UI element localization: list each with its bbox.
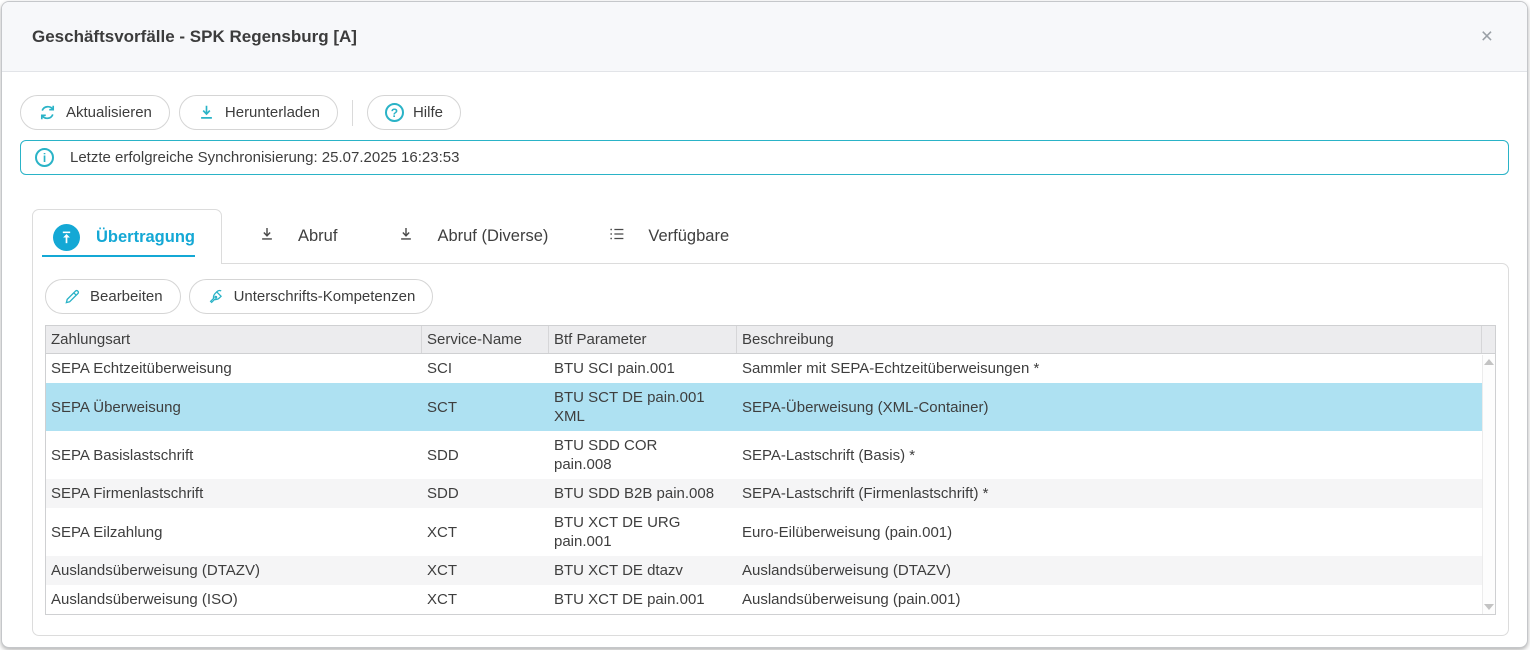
upload-circle-icon — [53, 223, 80, 251]
refresh-icon — [38, 103, 57, 122]
cell-zahlungsart: Auslandsüberweisung (DTAZV) — [51, 562, 260, 579]
cell-zahlungsart: SEPA Firmenlastschrift — [51, 485, 204, 502]
tab-abruf-diverse[interactable]: Abruf (Diverse) — [397, 225, 548, 248]
cell-beschreibung: SEPA-Lastschrift (Firmenlastschrift) * — [742, 485, 989, 502]
cell-zahlungsart: SEPA Eilzahlung — [51, 523, 163, 541]
signature-competences-button-label: Unterschrifts-Kompetenzen — [233, 288, 416, 305]
download-button-label: Herunterladen — [224, 104, 320, 121]
tab-uebertragung[interactable]: Übertragung — [32, 209, 222, 264]
signature-icon — [207, 288, 225, 306]
cell-service: XCT — [427, 523, 457, 541]
list-icon — [608, 225, 626, 248]
table-scrollbar[interactable] — [1482, 355, 1495, 614]
table-row[interactable]: SEPA Echtzeitüberweisung SCI BTU SCI pain.… — [46, 354, 1495, 383]
cell-zahlungsart: Auslandsüberweisung (ISO) — [51, 591, 238, 608]
table-row[interactable]: SEPA Eilzahlung XCT BTU XCT DE URG pain.00… — [46, 508, 1495, 556]
tab-abruf-label: Abruf — [298, 227, 338, 245]
cell-beschreibung: Auslandsüberweisung (DTAZV) — [742, 562, 951, 579]
edit-icon — [63, 288, 81, 306]
tab-abruf[interactable]: Abruf — [258, 225, 337, 248]
dialog-content: Aktualisieren Herunterladen ? Hilfe i Le… — [2, 72, 1527, 636]
table-row[interactable]: Auslandsüberweisung (ISO) XCT BTU XCT DE p… — [46, 585, 1495, 614]
signature-competences-button[interactable]: Unterschrifts-Kompetenzen — [188, 279, 434, 314]
cell-btf: BTU XCT DE URG pain.001 — [554, 514, 681, 550]
column-header-btf-parameter[interactable]: Btf Parameter — [549, 326, 737, 353]
cell-service: SCT — [427, 398, 457, 416]
cell-zahlungsart: SEPA Überweisung — [51, 398, 181, 416]
table-row[interactable]: SEPA Basislastschrift SDD BTU SDD COR pain… — [46, 431, 1495, 479]
titlebar: Geschäftsvorfälle - SPK Regensburg [A] × — [2, 2, 1527, 72]
cell-beschreibung: SEPA-Überweisung (XML-Container) — [742, 398, 989, 416]
cell-btf: BTU XCT DE pain.001 — [554, 591, 705, 608]
scroll-down-icon[interactable] — [1484, 604, 1494, 610]
info-icon: i — [35, 148, 54, 167]
cell-beschreibung: Sammler mit SEPA-Echtzeitüberweisungen * — [742, 360, 1040, 377]
cell-service: XCT — [427, 591, 457, 608]
sync-info-bar: i Letzte erfolgreiche Synchronisierung: … — [20, 140, 1509, 175]
column-header-zahlungsart[interactable]: Zahlungsart — [46, 326, 422, 353]
cell-beschreibung: Euro-Eilüberweisung (pain.001) — [742, 523, 953, 541]
tab-panel-uebertragung: Bearbeiten Unterschrifts-Kompetenzen — [32, 263, 1509, 636]
tab-verfuegbare[interactable]: Verfügbare — [608, 225, 729, 248]
edit-button[interactable]: Bearbeiten — [45, 279, 181, 314]
cell-beschreibung: Auslandsüberweisung (pain.001) — [742, 591, 961, 608]
help-button-label: Hilfe — [412, 104, 443, 121]
payments-table: Zahlungsart Service-Name Btf Parameter B… — [45, 325, 1496, 615]
download-icon — [397, 225, 415, 248]
tab-verfuegbare-label: Verfügbare — [648, 227, 730, 245]
tab-abruf-diverse-label: Abruf (Diverse) — [437, 227, 549, 245]
cell-zahlungsart: SEPA Echtzeitüberweisung — [51, 360, 232, 377]
column-header-beschreibung[interactable]: Beschreibung — [737, 326, 1482, 353]
cell-zahlungsart: SEPA Basislastschrift — [51, 446, 194, 464]
cell-btf: BTU SCT DE pain.001 XML — [554, 389, 705, 425]
tab-bar: Übertragung Abruf Abruf (Diverse) — [32, 209, 1509, 264]
download-icon — [258, 225, 276, 248]
cell-service: SDD — [427, 485, 459, 502]
panel-actions: Bearbeiten Unterschrifts-Kompetenzen — [45, 279, 1496, 314]
refresh-button-label: Aktualisieren — [66, 104, 152, 121]
cell-service: XCT — [427, 562, 457, 579]
cell-service: SCI — [427, 360, 453, 377]
column-header-service-name[interactable]: Service-Name — [422, 326, 549, 353]
page-title: Geschäftsvorfälle - SPK Regensburg [A] — [32, 26, 357, 46]
cell-btf: BTU SCI pain.001 — [554, 360, 675, 377]
table-row[interactable]: SEPA Firmenlastschrift SDD BTU SDD B2B pai… — [46, 479, 1495, 508]
download-button[interactable]: Herunterladen — [178, 95, 338, 130]
table-header: Zahlungsart Service-Name Btf Parameter B… — [46, 326, 1495, 354]
cell-service: SDD — [427, 446, 459, 464]
sync-info-text: Letzte erfolgreiche Synchronisierung: 25… — [70, 149, 460, 166]
cell-beschreibung: SEPA-Lastschrift (Basis) * — [742, 446, 916, 464]
toolbar-separator — [351, 99, 353, 126]
help-icon: ? — [384, 103, 404, 122]
active-tab-underline — [42, 255, 195, 257]
close-icon[interactable]: × — [1480, 25, 1493, 48]
toolbar: Aktualisieren Herunterladen ? Hilfe — [20, 95, 1509, 130]
table-row[interactable]: SEPA Überweisung SCT BTU SCT DE pain.001 X… — [46, 383, 1495, 431]
help-button[interactable]: ? Hilfe — [366, 95, 461, 130]
table-row[interactable]: Auslandsüberweisung (DTAZV) XCT BTU XCT DE… — [46, 556, 1495, 585]
refresh-button[interactable]: Aktualisieren — [20, 95, 170, 130]
table-body: SEPA Echtzeitüberweisung SCI BTU SCI pain.… — [46, 354, 1495, 614]
cell-btf: BTU XCT DE dtazv — [554, 562, 683, 579]
tab-uebertragung-label: Übertragung — [96, 227, 195, 246]
cell-btf: BTU SDD B2B pain.008 — [554, 485, 715, 502]
cell-btf: BTU SDD COR pain.008 — [554, 437, 658, 473]
column-header-scroll-stub — [1482, 326, 1495, 353]
scroll-up-icon[interactable] — [1484, 359, 1494, 365]
edit-button-label: Bearbeiten — [90, 288, 163, 305]
download-icon — [197, 103, 216, 122]
